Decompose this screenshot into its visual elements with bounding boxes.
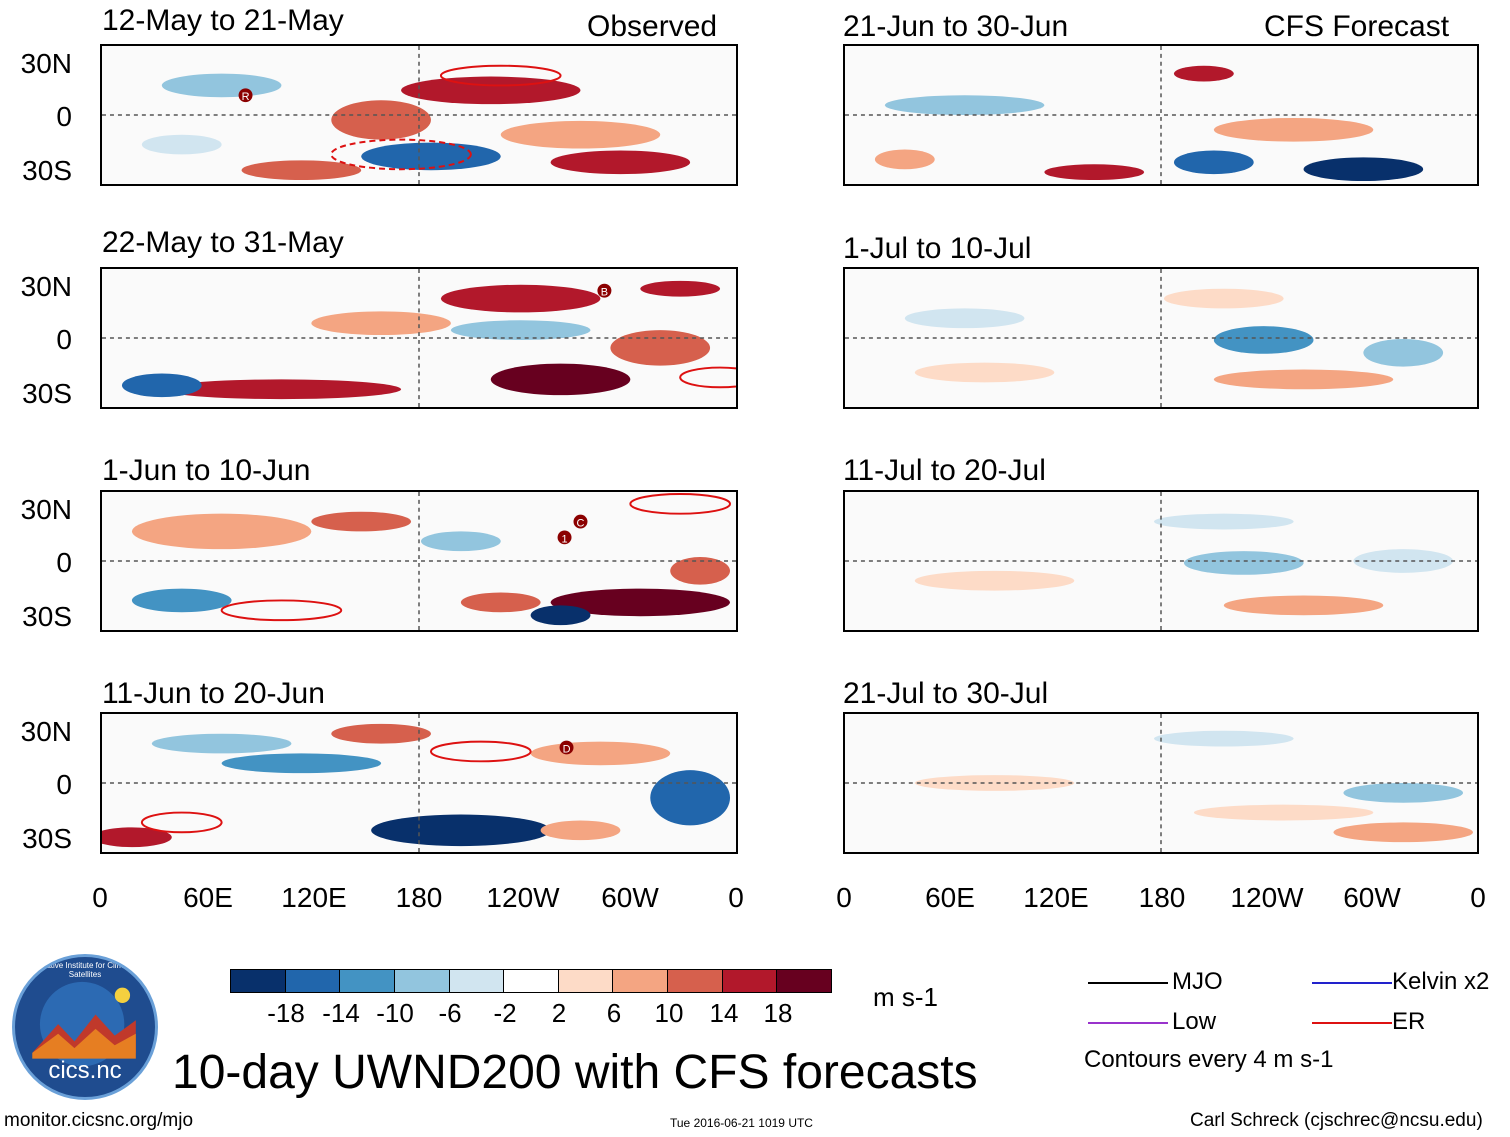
panel-title-forecast-4: 21-Jul to 30-Jul (843, 677, 1049, 710)
observed-column-label: Observed (587, 10, 718, 43)
event-marker-d: D (563, 743, 571, 755)
contour-note: Contours every 4 m s-1 (1084, 1046, 1334, 1073)
colorbar-tick: 2 (551, 998, 567, 1028)
event-marker-1: 1 (561, 533, 567, 545)
logo-graphic (32, 981, 136, 1067)
legend-label-low: Low (1172, 1008, 1217, 1035)
panel-title-forecast-1: 21-Jun to 30-Jun (843, 10, 1069, 43)
event-marker-b: B (601, 287, 608, 299)
colorbar-tick: -18 (267, 998, 305, 1028)
footer-author: Carl Schreck (cjschrec@ncsu.edu) (1190, 1110, 1483, 1131)
uwnd-map (845, 269, 1477, 407)
logo-ring-text: Cooperative Institute for Climate and Sa… (20, 961, 150, 979)
colorbar-swatch (613, 970, 669, 992)
map-panel-observed-1: R (100, 44, 738, 186)
colorbar-tick: -10 (376, 998, 414, 1028)
lon-label-0: 0 (92, 882, 108, 913)
colorbar-tick: -6 (438, 998, 462, 1028)
lat-label-eq: 0 (56, 101, 72, 132)
uwnd-map: D (102, 714, 736, 852)
lat-label-30n: 30N (20, 494, 72, 525)
lon-label-60e: 60E (183, 882, 233, 913)
colorbar-tick: 10 (654, 998, 684, 1028)
legend-label-kelvin: Kelvin x2 (1392, 968, 1490, 995)
colorbar-unit: m s-1 (873, 982, 938, 1012)
lon-label-120e: 120E (281, 882, 347, 913)
lon-label-180: 180 (1138, 882, 1186, 913)
colorbar-tick: 18 (763, 998, 793, 1028)
cics-logo: Cooperative Institute for Climate and Sa… (12, 954, 158, 1100)
colorbar-tick: -2 (493, 998, 517, 1028)
lon-label-0: 0 (728, 882, 744, 913)
colorbar-swatch (558, 970, 614, 992)
colorbar-swatch (504, 970, 559, 992)
legend-label-er: ER (1392, 1008, 1426, 1035)
panel-title-observed-3: 1-Jun to 10-Jun (102, 454, 311, 487)
lon-label-0: 0 (836, 882, 852, 913)
lon-label-120w: 120W (1230, 882, 1304, 913)
legend-line-mjo (1088, 982, 1168, 984)
panel-title-observed-2: 22-May to 31-May (102, 226, 344, 259)
map-panel-forecast-3 (843, 490, 1479, 632)
lon-label-120e: 120E (1023, 882, 1089, 913)
colorbar-swatch (340, 970, 395, 992)
colorbar-swatch (777, 970, 832, 992)
lat-label-eq: 0 (56, 547, 72, 578)
footer-website: monitor.cicsnc.org/mjo (4, 1110, 194, 1131)
colorbar-swatch (722, 970, 778, 992)
map-panel-forecast-2 (843, 267, 1479, 409)
colorbar-tick: 14 (709, 998, 739, 1028)
lon-label-60e: 60E (925, 882, 975, 913)
forecast-column-label: CFS Forecast (1264, 10, 1450, 43)
legend-line-kelvin (1312, 982, 1392, 984)
footer-timestamp: Tue 2016-06-21 1019 UTC (670, 1116, 813, 1130)
lon-label-120w: 120W (486, 882, 560, 913)
lat-label-30n: 30N (20, 271, 72, 302)
colorbar-tick: 6 (606, 998, 622, 1028)
lon-label-180: 180 (395, 882, 443, 913)
lon-label-60w: 60W (601, 882, 659, 913)
lat-label-30s: 30S (22, 378, 72, 409)
logo-text: cics.nc (48, 1057, 122, 1084)
lat-label-30n: 30N (20, 48, 72, 79)
uwnd-map (845, 46, 1477, 184)
legend-label-mjo: MJO (1172, 968, 1223, 995)
panel-title-observed-4: 11-Jun to 20-Jun (102, 677, 325, 710)
main-title: 10-day UWND200 with CFS forecasts (172, 1046, 978, 1099)
map-panel-forecast-4 (843, 712, 1479, 854)
event-marker-r: R (242, 91, 250, 103)
lon-label-60w: 60W (1343, 882, 1401, 913)
lat-label-eq: 0 (56, 324, 72, 355)
colorbar-swatch (394, 970, 450, 992)
event-marker-c: C (577, 518, 585, 530)
map-panel-forecast-1 (843, 44, 1479, 186)
colorbar (230, 969, 832, 993)
uwnd-map (845, 714, 1477, 852)
panel-title-forecast-3: 11-Jul to 20-Jul (843, 454, 1046, 487)
map-panel-observed-4: D (100, 712, 738, 854)
panel-title-observed-1: 12-May to 21-May (102, 4, 344, 37)
uwnd-map: C 1 (102, 492, 736, 630)
uwnd-map: R (102, 46, 736, 184)
lat-label-eq: 0 (56, 769, 72, 800)
lon-label-0: 0 (1470, 882, 1486, 913)
uwnd-map (845, 492, 1477, 630)
panel-title-forecast-2: 1-Jul to 10-Jul (843, 232, 1032, 265)
lat-label-30s: 30S (22, 155, 72, 186)
uwnd-map: B (102, 269, 736, 407)
map-panel-observed-2: B (100, 267, 738, 409)
map-panel-observed-3: C 1 (100, 490, 738, 632)
legend-line-er (1312, 1022, 1392, 1024)
colorbar-swatch (285, 970, 341, 992)
lat-label-30s: 30S (22, 601, 72, 632)
colorbar-swatch (231, 970, 286, 992)
colorbar-swatch (449, 970, 505, 992)
lat-label-30n: 30N (20, 716, 72, 747)
lat-label-30s: 30S (22, 823, 72, 854)
colorbar-swatch (668, 970, 723, 992)
legend-line-low (1088, 1022, 1168, 1024)
colorbar-tick: -14 (322, 998, 360, 1028)
